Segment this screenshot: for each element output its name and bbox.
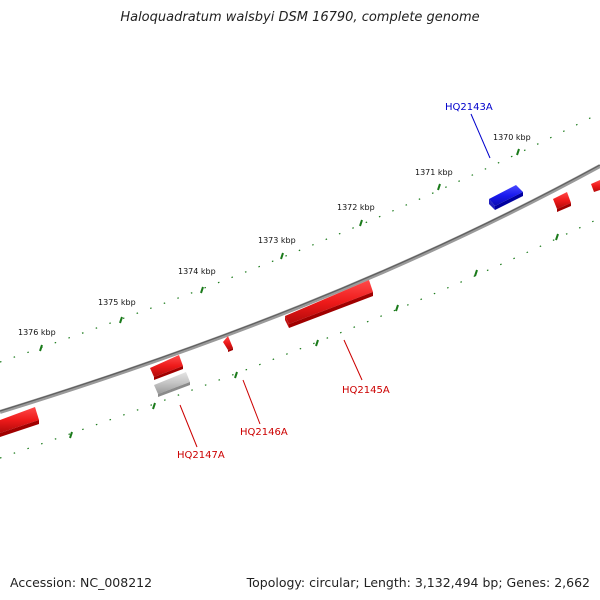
- kbp-label-1373: 1373 kbp: [258, 236, 296, 245]
- kbp-label-1370: 1370 kbp: [493, 133, 531, 142]
- gene-feature-hq2147a[interactable]: [154, 372, 190, 397]
- leader-line-hq2146a: [242, 379, 261, 425]
- kbp-label-1374: 1374 kbp: [178, 267, 216, 276]
- leader-line-hq2147a: [179, 404, 198, 448]
- outer-major-ticks: [39, 148, 520, 352]
- genome-summary-text: Topology: circular; Length: 3,132,494 bp…: [246, 575, 590, 590]
- genome-backbone: [0, 164, 600, 414]
- gene-label-hq2147a[interactable]: HQ2147A: [177, 450, 225, 461]
- accession-text: Accession: NC_008212: [10, 575, 153, 590]
- kbp-label-1376: 1376 kbp: [18, 328, 56, 337]
- gene-feature-right-b[interactable]: [591, 180, 600, 192]
- gene-feature-hq2143a[interactable]: [489, 185, 523, 210]
- gene-feature-hq2146a[interactable]: [223, 336, 233, 352]
- gene-label-hq2146a[interactable]: HQ2146A: [240, 427, 288, 438]
- leader-line-hq2145a: [343, 339, 363, 381]
- kbp-label-1372: 1372 kbp: [337, 203, 375, 212]
- gene-label-hq2145a[interactable]: HQ2145A: [342, 385, 390, 396]
- gene-feature-right-a[interactable]: [553, 192, 571, 212]
- gene-feature-left-edge[interactable]: [0, 407, 39, 437]
- kbp-label-1371: 1371 kbp: [415, 168, 453, 177]
- leader-line-hq2143a: [470, 113, 491, 159]
- gene-feature-hq2145a[interactable]: [285, 280, 373, 328]
- map-title: Haloquadratum walsbyi DSM 16790, complet…: [120, 10, 480, 25]
- gene-feature-upstream[interactable]: [150, 355, 183, 380]
- gene-label-hq2143a[interactable]: HQ2143A: [445, 102, 493, 113]
- genome-backbone-highlight: [0, 164, 600, 412]
- outer-scale-track: [0, 112, 600, 363]
- inner-major-ticks: [69, 233, 559, 439]
- kbp-label-1375: 1375 kbp: [98, 298, 136, 307]
- inner-scale-track: [0, 217, 600, 459]
